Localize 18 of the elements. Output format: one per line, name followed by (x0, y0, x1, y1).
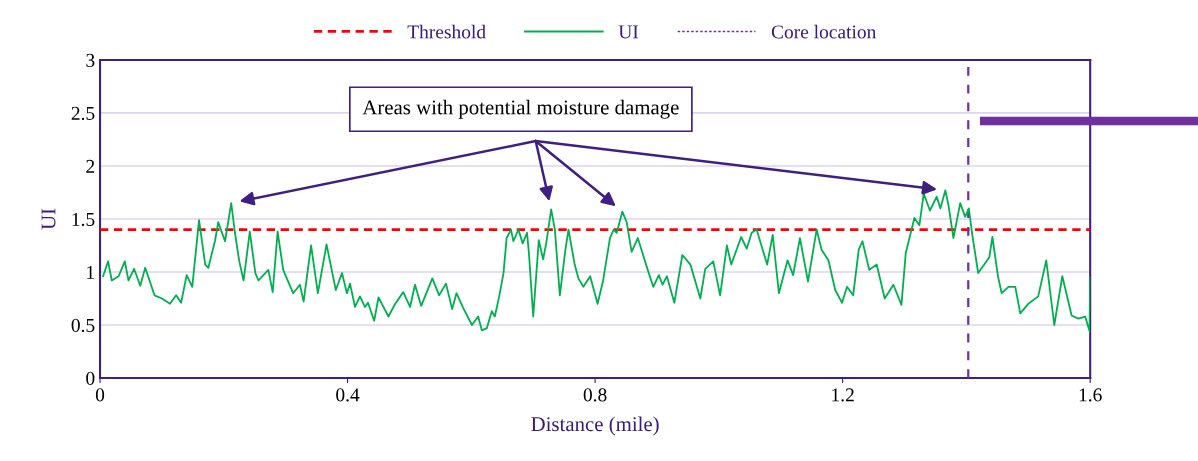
y-tick-label: 2.5 (71, 106, 95, 120)
legend-label: Core location (771, 24, 877, 39)
x-tick-label: 1.2 (832, 388, 854, 402)
x-tick-label: 0 (95, 388, 105, 402)
y-tick-label: 0 (86, 371, 95, 385)
y-tick-label: 1.5 (72, 212, 95, 226)
y-tick-label: 3 (86, 53, 95, 67)
y-tick-label: 1 (87, 265, 95, 279)
x-tick-label: 1.6 (1079, 388, 1102, 402)
legend-label: UI (618, 25, 639, 39)
y-tick-label: 2 (86, 159, 95, 173)
x-tick-label: 0.8 (583, 388, 607, 402)
x-tick-label: 0.4 (336, 388, 360, 402)
y-tick-label: 0.5 (71, 318, 95, 333)
legend-label: Threshold (407, 24, 486, 39)
annotation: Areas with potential moisture damage (362, 99, 679, 119)
x-axis-title: Distance (mile) (531, 416, 659, 436)
y-axis-title: UI (41, 208, 56, 230)
